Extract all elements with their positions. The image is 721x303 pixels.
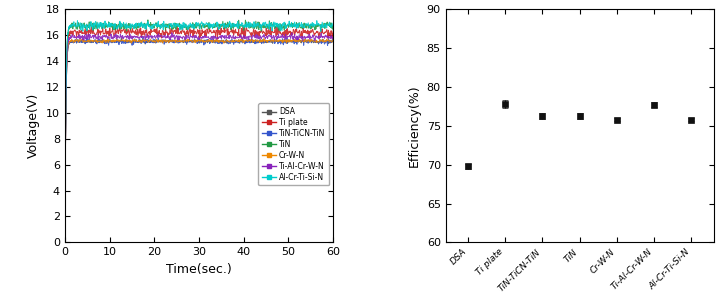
- Y-axis label: Voltage(V): Voltage(V): [27, 93, 40, 158]
- Legend: DSA, Ti plate, TiN-TiCN-TiN, TiN, Cr-W-N, Ti-Al-Cr-W-N, Al-Cr-Ti-Si-N: DSA, Ti plate, TiN-TiCN-TiN, TiN, Cr-W-N…: [258, 103, 329, 185]
- Y-axis label: Efficiency(%): Efficiency(%): [408, 85, 421, 167]
- X-axis label: Time(sec.): Time(sec.): [166, 263, 232, 276]
